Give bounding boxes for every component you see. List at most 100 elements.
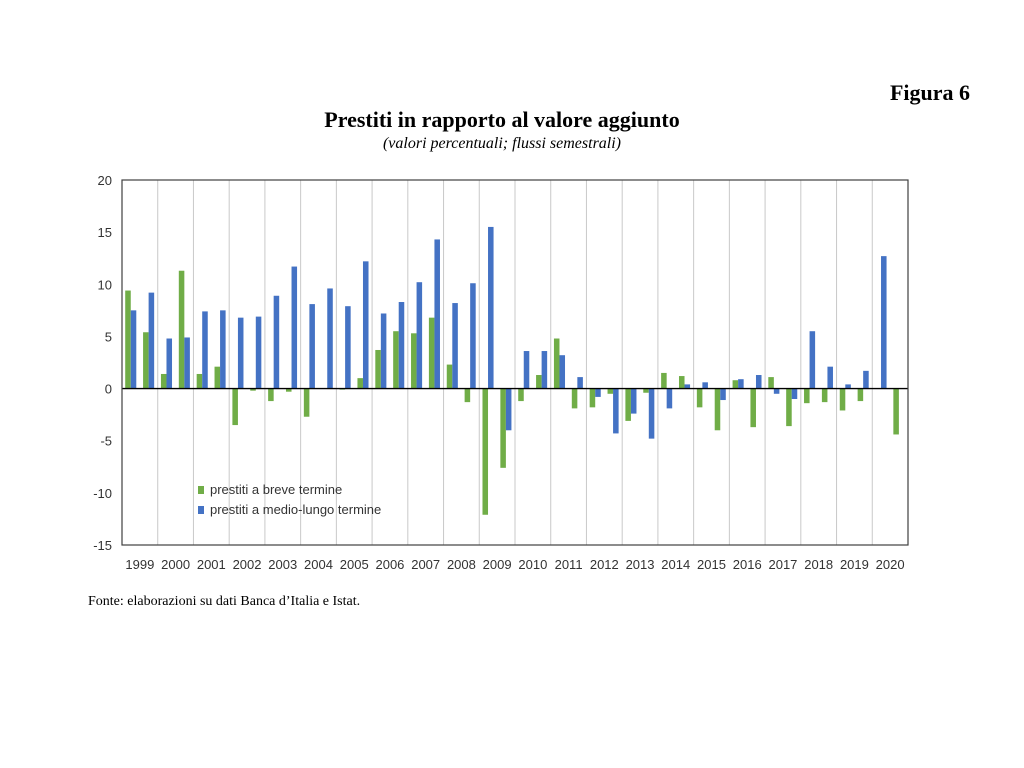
bar-short-term	[160, 373, 167, 389]
bar-short-term	[285, 388, 292, 392]
bar-short-term	[214, 366, 221, 389]
bar-medium-long-term	[559, 355, 566, 389]
y-tick-label: -15	[93, 538, 112, 553]
bar-medium-long-term	[273, 295, 280, 389]
legend-label-short: prestiti a breve termine	[210, 482, 342, 497]
x-tick-label: 2019	[840, 557, 869, 572]
bar-medium-long-term	[505, 388, 512, 431]
bar-medium-long-term	[773, 388, 780, 394]
bar-medium-long-term	[755, 375, 762, 389]
bar-medium-long-term	[702, 382, 708, 389]
bar-medium-long-term	[380, 313, 387, 389]
bar-medium-long-term	[434, 239, 440, 389]
x-tick-label: 2007	[411, 557, 440, 572]
bar-short-term	[268, 388, 274, 402]
y-tick-label: 20	[98, 173, 112, 188]
legend-swatch-long	[198, 506, 204, 514]
bar-short-term	[500, 388, 506, 468]
legend-swatch-short	[198, 486, 204, 494]
bar-short-term	[375, 349, 381, 389]
bar-short-term	[196, 373, 203, 389]
bar-medium-long-term	[648, 388, 655, 439]
x-tick-label: 2013	[626, 557, 655, 572]
bar-medium-long-term	[863, 370, 869, 389]
bar-short-term	[625, 388, 631, 421]
bar-short-term	[143, 332, 149, 389]
x-tick-label: 2009	[483, 557, 512, 572]
bar-short-term	[518, 388, 524, 402]
bar-medium-long-term	[720, 388, 726, 401]
legend-label-long: prestiti a medio-lungo termine	[210, 502, 381, 517]
bar-medium-long-term	[809, 331, 816, 389]
bar-short-term	[125, 290, 131, 389]
y-tick-label: 5	[105, 329, 112, 344]
x-tick-label: 2006	[375, 557, 404, 572]
bar-short-term	[571, 388, 578, 409]
plot-border	[121, 179, 909, 546]
bar-medium-long-term	[845, 384, 851, 389]
bar-medium-long-term	[881, 256, 887, 389]
bar-short-term	[839, 388, 846, 411]
bar-short-term	[661, 372, 667, 389]
x-tick-label: 2016	[733, 557, 762, 572]
bar-short-term	[232, 388, 238, 426]
bar-short-term	[678, 376, 685, 389]
bar-medium-long-term	[345, 306, 351, 389]
bar-short-term	[393, 331, 399, 389]
x-tick-label: 2014	[661, 557, 690, 572]
bar-short-term	[607, 388, 614, 394]
bar-short-term	[357, 378, 363, 389]
bar-short-term	[893, 388, 899, 435]
x-tick-label: 2002	[233, 557, 262, 572]
bar-short-term	[464, 388, 471, 403]
bar-medium-long-term	[184, 337, 190, 389]
y-tick-label: -10	[93, 486, 112, 501]
bar-medium-long-term	[148, 292, 155, 389]
bar-short-term	[696, 388, 703, 408]
bar-medium-long-term	[237, 317, 244, 389]
figure-label: Figura 6	[889, 80, 970, 105]
bar-short-term	[428, 317, 435, 389]
bar-medium-long-term	[255, 316, 262, 389]
bar-short-term	[446, 364, 453, 389]
bar-medium-long-term	[452, 303, 458, 389]
bar-short-term	[786, 388, 792, 427]
x-tick-label: 2020	[876, 557, 905, 572]
x-tick-label: 1999	[125, 557, 154, 572]
bar-medium-long-term	[630, 388, 637, 414]
bar-medium-long-term	[327, 288, 333, 389]
bar-short-term	[643, 388, 649, 393]
bar-short-term	[857, 388, 864, 402]
bar-medium-long-term	[309, 304, 315, 389]
bar-medium-long-term	[470, 283, 476, 389]
bar-medium-long-term	[166, 338, 173, 389]
x-tick-label: 2015	[697, 557, 726, 572]
bar-short-term	[821, 388, 828, 403]
bar-short-term	[536, 375, 542, 389]
bar-medium-long-term	[738, 379, 744, 389]
x-tick-label: 2008	[447, 557, 476, 572]
bar-medium-long-term	[684, 384, 691, 389]
chart-area: 20 15 10 5 0 -5 -10 -15 1999 2000 2001 2002 2003 2004…	[78, 164, 928, 584]
bar-medium-long-term	[488, 226, 494, 389]
bar-short-term	[303, 388, 310, 417]
y-tick-label: -5	[100, 434, 112, 449]
bar-medium-long-term	[130, 310, 137, 389]
bar-short-term	[804, 388, 810, 404]
bar-short-term	[714, 388, 721, 431]
chart-title: Prestiti in rapporto al valore aggiunto	[324, 107, 680, 132]
bar-medium-long-term	[523, 351, 530, 389]
bar-short-term	[750, 388, 756, 428]
x-tick-label: 2010	[518, 557, 547, 572]
bar-short-term	[768, 377, 774, 389]
bar-medium-long-term	[595, 388, 601, 397]
x-tick-label: 2000	[161, 557, 190, 572]
bar-short-term	[482, 388, 489, 515]
bar-short-term	[250, 388, 256, 391]
bar-medium-long-term	[416, 282, 423, 389]
bar-medium-long-term	[541, 351, 548, 389]
bar-medium-long-term	[666, 388, 673, 409]
bar-short-term	[178, 270, 185, 389]
y-tick-label: 15	[98, 225, 112, 240]
